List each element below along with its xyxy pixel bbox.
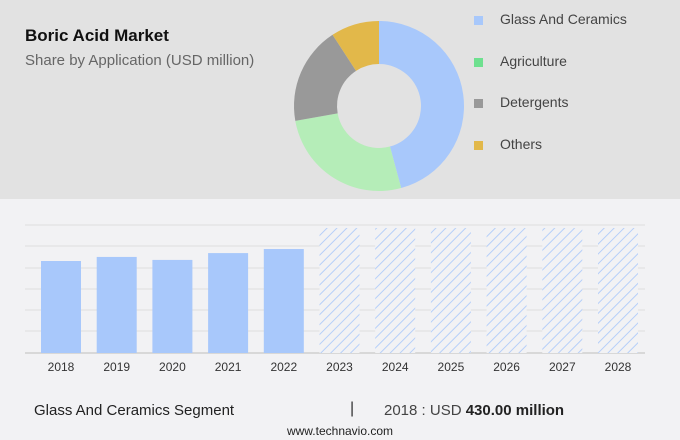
legend-swatch xyxy=(474,57,483,67)
bar xyxy=(152,259,193,353)
donut-slice xyxy=(379,21,464,189)
bar xyxy=(208,253,249,353)
legend-swatch xyxy=(474,140,483,150)
source-url: www.technavio.com xyxy=(286,424,394,438)
x-tick-label: 2027 xyxy=(549,360,576,374)
bar xyxy=(96,256,137,353)
donut-chart xyxy=(294,21,464,191)
forecast-bar xyxy=(375,228,416,353)
chart-title: Boric Acid Market xyxy=(25,26,169,45)
bar xyxy=(263,249,304,353)
x-tick-label: 2019 xyxy=(103,360,130,374)
x-tick-label: 2025 xyxy=(438,360,465,374)
donut-slice xyxy=(332,21,379,71)
legend-item: Agriculture xyxy=(474,53,674,73)
x-tick-label: 2028 xyxy=(605,360,632,374)
x-tick-label: 2023 xyxy=(326,360,353,374)
segment-value: 2018 : USD 430.00 million xyxy=(384,402,564,419)
chart-subtitle: Share by Application (USD million) xyxy=(25,52,255,69)
x-tick-label: 2021 xyxy=(215,360,242,374)
x-tick-label: 2022 xyxy=(270,360,297,374)
legend-label: Detergents xyxy=(500,94,569,110)
forecast-bar xyxy=(319,228,360,353)
legend-label: Agriculture xyxy=(500,52,567,69)
forecast-bar xyxy=(486,228,527,353)
x-tick-label: 2024 xyxy=(382,360,409,374)
legend-label: Glass And Ceramics xyxy=(500,11,627,27)
value-amount: 430.00 million xyxy=(465,402,565,419)
donut-slice xyxy=(295,113,402,191)
forecast-bar xyxy=(430,228,471,353)
x-tick-label: 2018 xyxy=(48,360,75,374)
legend-item: Detergents xyxy=(474,94,674,114)
donut-slice xyxy=(294,34,357,121)
segment-label: Glass And Ceramics Segment xyxy=(34,402,235,419)
legend-label: Others xyxy=(500,135,543,152)
value-prefix: 2018 : USD xyxy=(384,402,466,419)
footer-separator: | xyxy=(350,400,355,417)
legend-swatch xyxy=(474,16,483,25)
forecast-bar xyxy=(598,228,638,353)
forecast-bar xyxy=(542,228,583,353)
legend-item: Others xyxy=(474,136,674,156)
x-tick-label: 2020 xyxy=(159,360,186,374)
legend-swatch xyxy=(474,99,483,108)
bar xyxy=(41,261,81,353)
x-tick-label: 2026 xyxy=(493,360,520,374)
legend-item: Glass And Ceramics xyxy=(474,11,674,31)
